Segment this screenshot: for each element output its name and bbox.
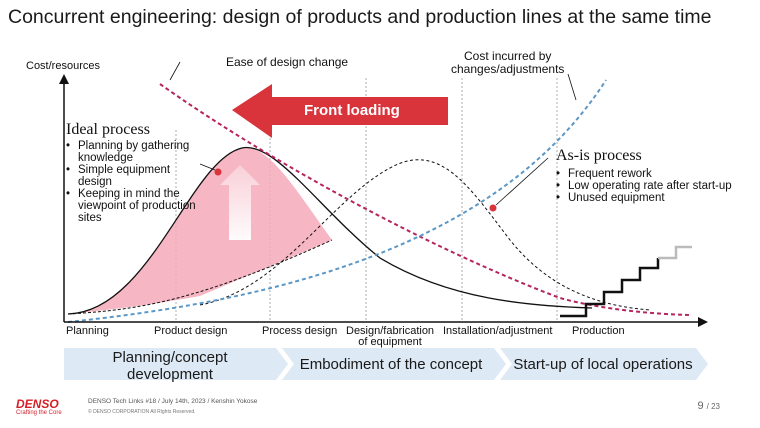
ideal-bullet: Simple equipment design [66, 164, 206, 188]
stage-fabrication-line1: Design/fabrication [346, 325, 435, 337]
ease-of-change-curve [159, 83, 691, 316]
up-arrow [220, 165, 260, 240]
x-axis-arrow [698, 317, 708, 327]
stage-planning: Planning [66, 325, 109, 337]
ideal-process-curve [67, 146, 593, 315]
ideal-bullet: Keeping in mind the viewpoint of product… [66, 188, 206, 224]
ideal-process-panel: Ideal process Planning by gathering know… [66, 121, 226, 224]
denso-tagline: Crafting the Core [16, 410, 62, 416]
asis-process-title: As-is process [556, 147, 642, 164]
asis-dot [489, 204, 497, 212]
footer-event: DENSO Tech Links #18 / July 14th, 2023 /… [88, 398, 258, 405]
asis-process-panel: As-is process Frequent rework Low operat… [556, 147, 756, 204]
stage-fabrication: Design/fabrication of equipment [346, 326, 434, 348]
front-loading-arrow [232, 84, 448, 138]
stage-fabrication-line2: of equipment [358, 336, 422, 348]
stage-product-design: Product design [154, 325, 228, 337]
phase-embodiment: Embodiment of the concept [299, 356, 483, 373]
phase-1-line1: Planning/concept [112, 349, 228, 366]
asis-bullet: Low operating rate after start-up [556, 180, 756, 192]
phase-1-line2: development [127, 366, 213, 383]
ideal-process-title: Ideal process [66, 121, 150, 138]
page-number: 9 / 23 [697, 400, 720, 412]
ease-of-change-label: Ease of design change [226, 55, 349, 69]
ideal-bullet: Planning by gathering knowledge [66, 140, 206, 164]
page-current: 9 [697, 400, 704, 412]
cost-label-line2: changes/adjustments [451, 62, 565, 76]
stage-production: Production [572, 325, 625, 337]
production-staircase-faded [658, 245, 692, 260]
ideal-process-area [68, 147, 332, 314]
ideal-process-base [67, 239, 333, 315]
ideal-process-bullets: Planning by gathering knowledge Simple e… [66, 140, 206, 224]
y-axis-label: Cost/resources [26, 60, 100, 72]
denso-logo: DENSO [16, 397, 59, 411]
production-staircase [560, 258, 660, 318]
cost-leader-line [567, 73, 577, 101]
asis-process-curve [199, 159, 651, 311]
phase-startup: Start-up of local operations [513, 356, 693, 373]
phase-planning-concept: Planning/concept development [64, 349, 276, 383]
page-total: / 23 [706, 402, 720, 411]
front-loading-label: Front loading [304, 102, 400, 119]
phase-band-3 [500, 348, 708, 380]
asis-leader [495, 157, 549, 206]
asis-bullet: Unused equipment [556, 192, 756, 204]
y-axis-arrow [59, 74, 69, 84]
phase-band-1 [64, 348, 288, 380]
slide-title: Concurrent engineering: design of produc… [8, 6, 712, 28]
cost-label: Cost incurred by changes/adjustments [451, 50, 564, 76]
phase-band-2 [282, 348, 506, 380]
cost-label-line1: Cost incurred by [464, 49, 552, 63]
footer-copyright: © DENSO CORPORATION All Rights Reserved. [88, 409, 196, 415]
asis-process-bullets: Frequent rework Low operating rate after… [556, 168, 756, 204]
stage-process-design: Process design [262, 325, 338, 337]
ideal-dot [214, 168, 222, 176]
cost-curve [67, 79, 607, 323]
ease-leader-line [169, 61, 181, 81]
stage-installation: Installation/adjustment [443, 325, 553, 337]
asis-bullet: Frequent rework [556, 168, 756, 180]
